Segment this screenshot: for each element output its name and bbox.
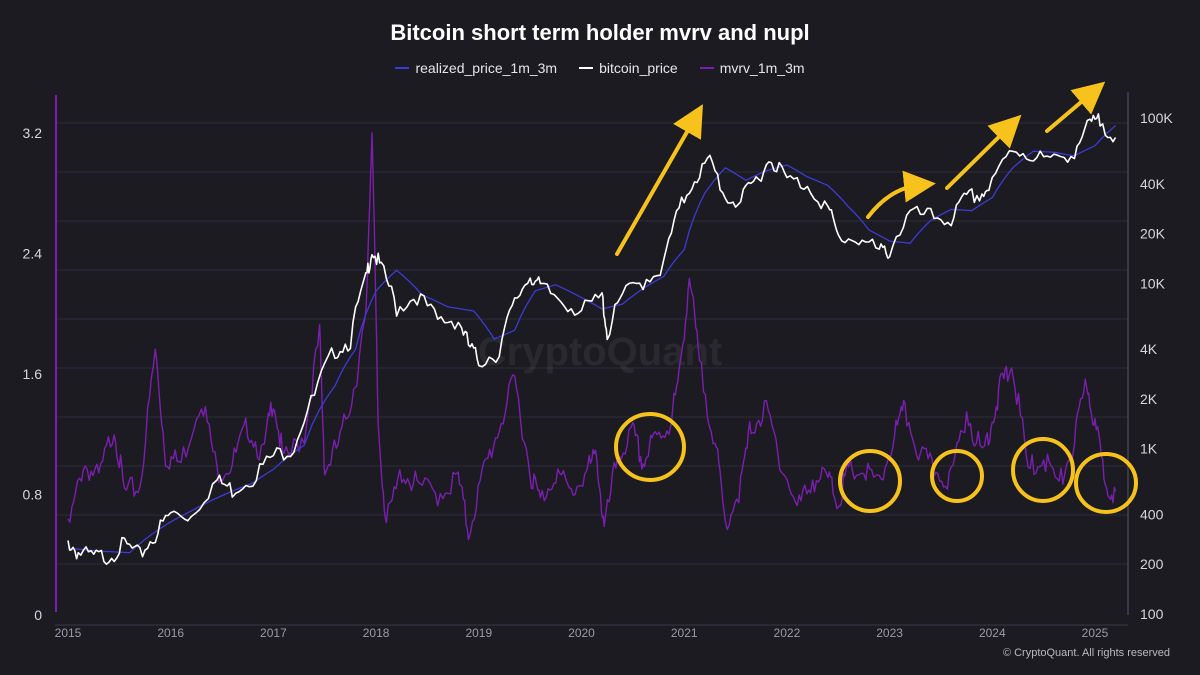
grid-layer (55, 122, 1128, 565)
legend-item-bitcoin-price[interactable]: bitcoin_price (579, 60, 678, 76)
labels-layer: 0 0.8 1.6 2.4 3.2 100 200 400 1K 2K 4K 10K 20K 40K 100… (23, 110, 1174, 640)
legend: realized_price_1m_3m bitcoin_price mvrv_… (0, 60, 1200, 76)
x-tick-label: 2017 (260, 626, 287, 640)
y-left-tick-label: 1.6 (23, 366, 43, 382)
y-right-tick-label: 2K (1140, 391, 1158, 407)
annotation-layer (614, 81, 1138, 514)
legend-label-realized-price: realized_price_1m_3m (415, 60, 558, 76)
circle-annotation-2025 (1074, 452, 1138, 514)
x-tick-label: 2023 (876, 626, 903, 640)
axes-layer (55, 92, 1129, 626)
y-left-tick-label: 0 (34, 607, 42, 623)
x-tick-label: 2021 (671, 626, 698, 640)
chart-title: Bitcoin short term holder mvrv and nupl (390, 20, 810, 45)
copyright-notice: © CryptoQuant. All rights reserved (1002, 647, 1170, 659)
arrow-annotation-2023-b (945, 114, 1022, 190)
x-tick-label: 2022 (774, 626, 801, 640)
y-left-tick-label: 0.8 (23, 487, 43, 503)
y-right-tick-label: 1K (1140, 441, 1158, 457)
legend-swatch-bitcoin-price (579, 67, 594, 69)
y-right-tick-label: 200 (1140, 556, 1164, 572)
x-tick-label: 2018 (363, 626, 390, 640)
series-layer (55, 95, 1117, 612)
circle-annotation-2020 (614, 412, 686, 482)
legend-label-mvrv: mvrv_1m_3m (719, 60, 805, 76)
y-right-tick-label: 10K (1140, 275, 1166, 291)
legend-label-bitcoin-price: bitcoin_price (599, 60, 678, 76)
y-left-tick-label: 2.4 (23, 246, 43, 262)
series-line-mvrv (67, 132, 1117, 541)
series-line-bitcoin-price (67, 113, 1117, 565)
y-right-tick-label: 20K (1140, 226, 1166, 242)
arrow-annotation-2023-a (866, 170, 936, 219)
circle-annotation-2022 (838, 449, 902, 513)
y-right-tick-label: 400 (1140, 506, 1164, 522)
circle-annotation-2023 (930, 449, 984, 503)
legend-item-mvrv[interactable]: mvrv_1m_3m (699, 60, 805, 76)
y-right-tick-label: 100 (1140, 606, 1164, 622)
circle-annotation-2024 (1011, 437, 1075, 503)
watermark: CryptoQuant (478, 330, 722, 374)
x-tick-label: 2015 (55, 626, 82, 640)
x-tick-label: 2019 (465, 626, 492, 640)
arrow-annotation-2020 (615, 104, 703, 256)
x-tick-label: 2020 (568, 626, 595, 640)
arrow-annotation-2024 (1045, 81, 1106, 133)
x-tick-label: 2016 (157, 626, 184, 640)
y-right-tick-label: 100K (1140, 110, 1173, 126)
y-right-tick-label: 40K (1140, 176, 1166, 192)
legend-swatch-realized-price (395, 67, 410, 69)
legend-swatch-mvrv (699, 67, 714, 69)
y-left-tick-label: 3.2 (23, 125, 43, 141)
x-tick-label: 2025 (1082, 626, 1109, 640)
y-right-tick-label: 4K (1140, 341, 1158, 357)
x-tick-label: 2024 (979, 626, 1006, 640)
legend-item-realized-price[interactable]: realized_price_1m_3m (395, 60, 557, 76)
